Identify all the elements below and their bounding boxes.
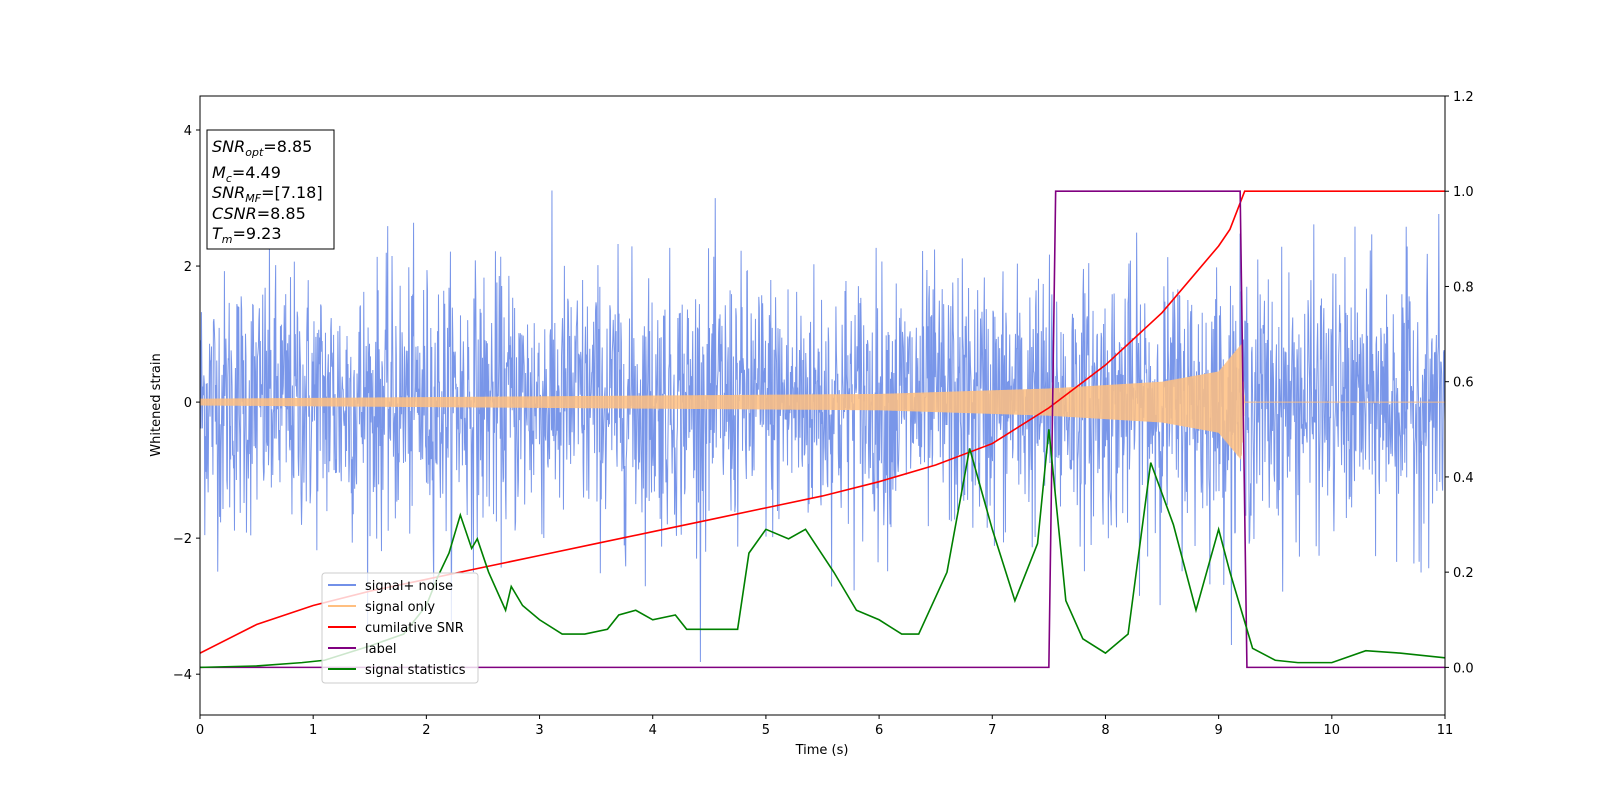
- y-left-tick-label: −2: [173, 532, 192, 547]
- x-tick-label: 8: [1101, 723, 1109, 738]
- y-axis-left-label: Whitened strain: [149, 353, 164, 456]
- legend-label-signal-only: signal only: [365, 600, 435, 615]
- series-signal-only: [200, 344, 1445, 460]
- signal-only-line: [200, 344, 1445, 460]
- y-right-axis: 1.2 1.0 0.8 0.6 0.4 0.2 0.0: [1445, 90, 1474, 676]
- y-left-tick-label: −4: [173, 668, 192, 683]
- info-box: SNRopt=8.85 Mc=4.49 SNRMF=[7.18] CSNR=8.…: [206, 129, 335, 250]
- info-tm: Tm=9.23: [212, 224, 282, 246]
- series-layer: [200, 190, 1445, 669]
- x-tick-label: 5: [762, 723, 770, 738]
- series-label-line: [200, 190, 1445, 669]
- y-right-tick-label: 1.2: [1453, 90, 1474, 105]
- x-tick-label: 7: [988, 723, 996, 738]
- legend-label-cumulative-snr: cumilative SNR: [365, 621, 464, 636]
- x-tick-label: 3: [535, 723, 543, 738]
- x-tick-label: 1: [309, 723, 317, 738]
- plot-frame: [199, 95, 1446, 716]
- y-right-tick-label: 0.2: [1453, 566, 1474, 581]
- x-tick-label: 2: [422, 723, 430, 738]
- x-tick-label: 0: [196, 723, 204, 738]
- info-snr-mf: SNRMF=[7.18]: [212, 183, 323, 205]
- series-signal-statistics-line: [200, 429, 1445, 669]
- info-csnr: CSNR=8.85: [212, 204, 306, 223]
- x-tick-label: 6: [875, 723, 883, 738]
- y-left-tick-label: 4: [184, 124, 192, 139]
- x-axis: 0 1 2 3 4 5 6 7 8 9 10 11: [196, 715, 1453, 738]
- x-tick-label: 9: [1214, 723, 1222, 738]
- legend-label-label: label: [365, 642, 396, 657]
- x-tick-label: 10: [1324, 723, 1341, 738]
- y-right-tick-label: 0.4: [1453, 471, 1474, 486]
- y-left-tick-label: 2: [184, 260, 192, 275]
- legend-frame: [321, 572, 479, 684]
- y-left-axis: 4 2 0 −2 −4: [173, 124, 200, 683]
- y-left-tick-label: 0: [184, 396, 192, 411]
- y-right-tick-label: 0.6: [1453, 376, 1474, 391]
- y-right-tick-label: 0.0: [1453, 661, 1474, 676]
- legend: signal+ noise signal only cumilative SNR…: [321, 572, 479, 684]
- legend-label-signal-statistics: signal statistics: [365, 663, 466, 678]
- legend-label-signal-noise: signal+ noise: [365, 579, 453, 594]
- y-right-tick-label: 0.8: [1453, 280, 1474, 295]
- info-mc: Mc=4.49: [212, 163, 281, 185]
- x-tick-label: 4: [649, 723, 657, 738]
- x-axis-label: Time (s): [795, 743, 849, 758]
- y-right-tick-label: 1.0: [1453, 185, 1474, 200]
- x-tick-label: 11: [1437, 723, 1454, 738]
- info-snr-opt: SNRopt=8.85: [212, 137, 312, 159]
